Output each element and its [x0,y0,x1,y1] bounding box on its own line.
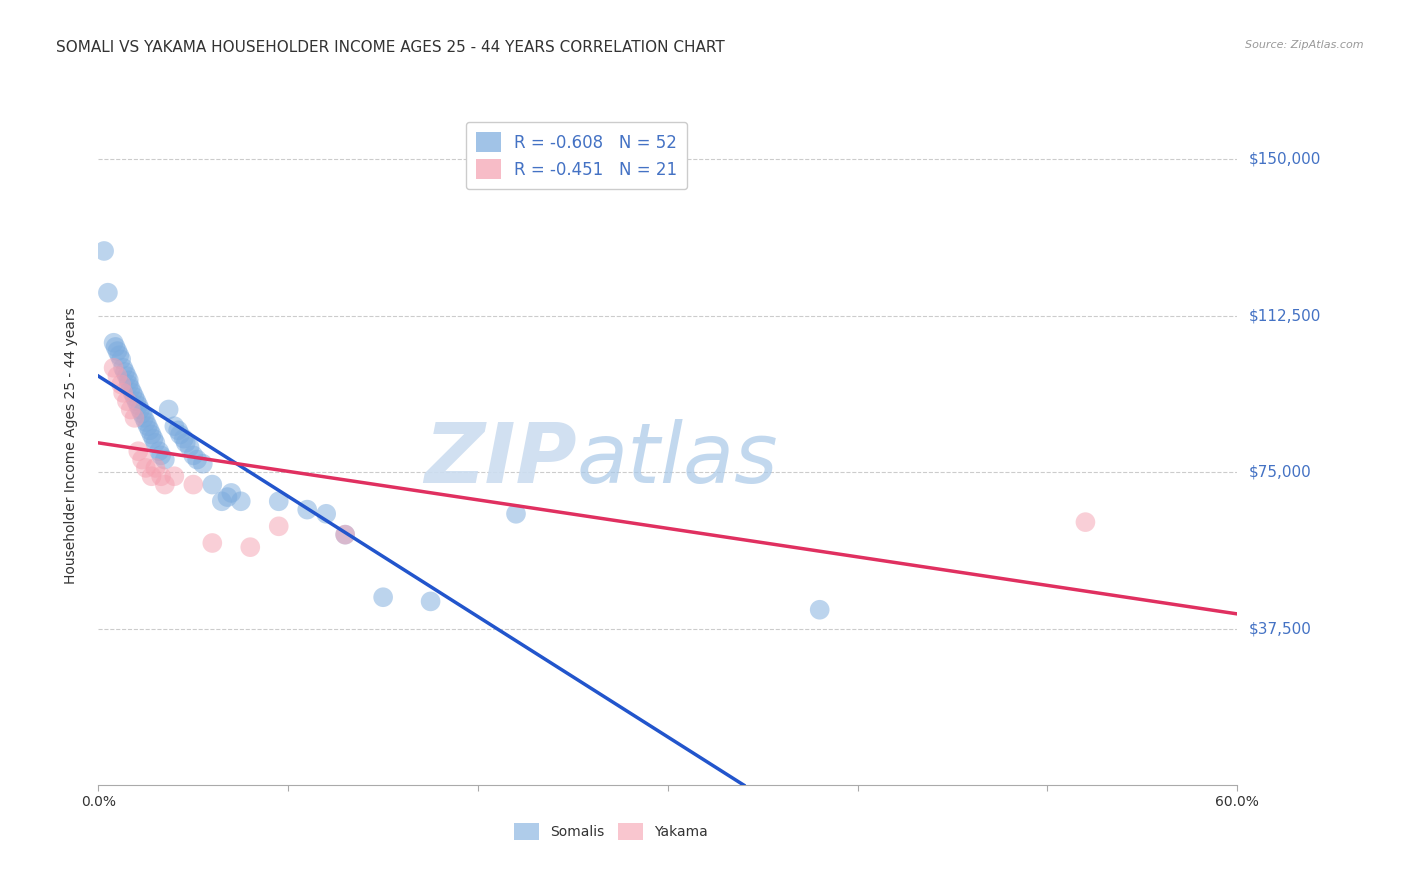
Point [239,540,262,554]
Point [153,452,176,467]
Point [335,527,357,541]
Point [267,494,290,508]
Point [97,285,120,300]
Point [505,507,527,521]
Point [104,340,127,354]
Point [419,594,441,608]
Y-axis label: Householder Income Ages 25 - 44 years: Householder Income Ages 25 - 44 years [63,308,77,584]
Point [135,461,157,475]
Point [229,494,252,508]
Point [131,407,153,421]
Point [150,469,173,483]
Point [157,402,180,417]
Point [163,419,186,434]
Point [118,373,141,387]
Text: $37,500: $37,500 [1249,621,1312,636]
Point [211,494,233,508]
Text: SOMALI VS YAKAMA HOUSEHOLDER INCOME AGES 25 - 44 YEARS CORRELATION CHART: SOMALI VS YAKAMA HOUSEHOLDER INCOME AGES… [56,40,725,55]
Point [150,449,173,463]
Point [335,527,357,541]
Point [221,486,243,500]
Legend: Somalis, Yakama: Somalis, Yakama [509,818,713,846]
Point [201,477,224,491]
Point [153,477,176,491]
Point [135,415,157,429]
Point [93,244,115,258]
Point [124,410,146,425]
Point [297,502,319,516]
Point [169,427,191,442]
Point [110,377,132,392]
Point [148,444,170,458]
Point [191,457,214,471]
Point [183,449,205,463]
Point [136,419,159,434]
Point [186,452,208,467]
Point [179,440,201,454]
Point [145,435,167,450]
Text: $75,000: $75,000 [1249,465,1312,480]
Point [132,410,155,425]
Point [124,390,146,404]
Point [217,490,239,504]
Point [183,477,205,491]
Point [174,435,197,450]
Point [110,352,132,367]
Point [145,461,167,475]
Point [115,394,138,409]
Point [138,423,160,437]
Point [118,377,141,392]
Point [141,427,163,442]
Point [315,507,337,521]
Point [173,432,195,446]
Point [112,385,135,400]
Point [371,591,394,605]
Point [267,519,290,533]
Text: atlas: atlas [576,419,779,500]
Point [108,348,131,362]
Point [127,444,149,458]
Point [131,452,153,467]
Point [103,335,125,350]
Point [129,402,152,417]
Point [167,423,190,437]
Point [107,369,129,384]
Point [163,469,186,483]
Point [103,360,125,375]
Point [142,432,165,446]
Text: ZIP: ZIP [425,419,576,500]
Point [808,603,831,617]
Point [112,360,135,375]
Point [114,365,136,379]
Point [1074,515,1097,529]
Text: $150,000: $150,000 [1249,152,1320,167]
Point [121,385,143,400]
Point [201,536,224,550]
Point [125,394,148,409]
Point [107,344,129,359]
Text: $112,500: $112,500 [1249,308,1320,323]
Point [115,369,138,384]
Point [120,382,142,396]
Point [120,402,142,417]
Text: Source: ZipAtlas.com: Source: ZipAtlas.com [1246,40,1364,50]
Point [127,398,149,412]
Point [141,469,163,483]
